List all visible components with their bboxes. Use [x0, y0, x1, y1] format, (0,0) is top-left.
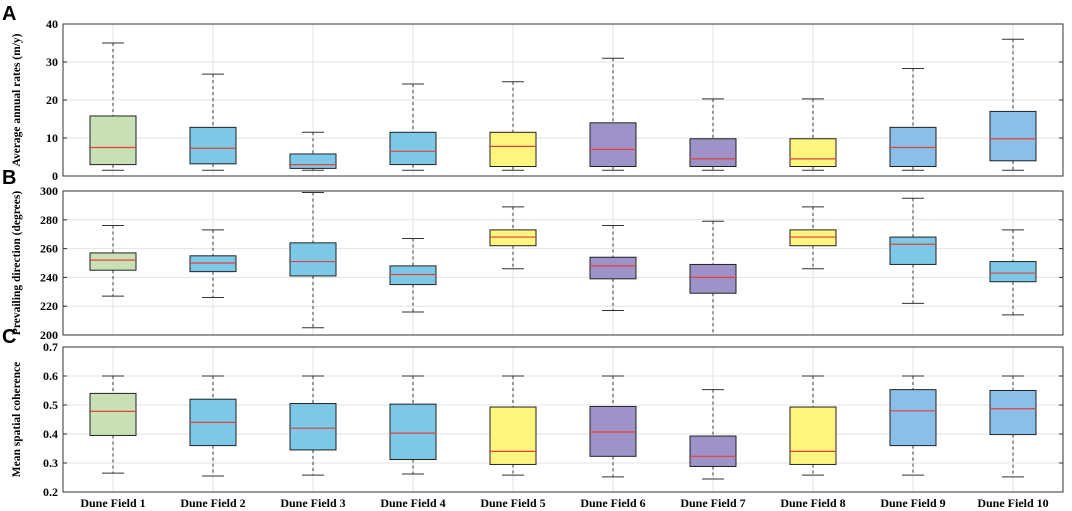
iqr-box	[989, 110, 1037, 162]
iqr-box	[289, 242, 337, 277]
box-4	[389, 238, 437, 313]
x-tick-label: Dune Field 3	[280, 496, 345, 510]
x-tick-label: Dune Field 10	[977, 496, 1048, 510]
box-4	[389, 375, 437, 475]
y-tick-label: 220	[40, 299, 58, 313]
panel-letter: A	[2, 3, 16, 25]
y-tick-label: 240	[40, 270, 58, 284]
box-4	[389, 83, 437, 171]
y-tick-label: 40	[46, 17, 58, 31]
panel-c: 0.2 0.3 0.4 0.5 0.6 0.7 Mean spatial coherence…	[2, 326, 1064, 510]
box-7	[689, 98, 737, 171]
box-9	[889, 197, 937, 304]
y-tick-label: 0.3	[43, 456, 58, 470]
box-3	[289, 375, 337, 476]
x-tick-label: Dune Field 7	[680, 496, 745, 510]
y-tick-label: 300	[40, 184, 58, 198]
x-tick-label: Dune Field 2	[180, 496, 245, 510]
box-10	[989, 229, 1037, 316]
x-tick-label: Dune Field 6	[580, 496, 645, 510]
box-2	[189, 73, 237, 171]
box-5	[489, 375, 537, 476]
y-tick-label: 0.7	[43, 340, 58, 354]
iqr-box	[489, 229, 537, 247]
box-10	[989, 38, 1037, 171]
y-axis-label: Average annual rates (m/y)	[11, 33, 23, 166]
iqr-box	[989, 261, 1037, 283]
box-3	[289, 191, 337, 329]
y-axis-label: Mean spatial coherence	[11, 362, 23, 477]
iqr-box	[289, 153, 337, 169]
panel-letter: C	[2, 326, 16, 348]
box-9	[889, 67, 937, 171]
iqr-box	[189, 126, 237, 165]
y-tick-label: 0	[52, 169, 58, 183]
box-8	[789, 375, 837, 476]
box-6	[589, 375, 637, 478]
iqr-box	[589, 256, 637, 280]
box-10	[989, 375, 1037, 478]
y-tick-label: 0.4	[43, 427, 58, 441]
box-5	[489, 81, 537, 171]
y-tick-label: 10	[46, 131, 58, 145]
iqr-box	[889, 236, 937, 265]
box-8	[789, 206, 837, 270]
iqr-box	[89, 252, 137, 271]
x-tick-label: Dune Field 1	[80, 496, 145, 510]
y-tick-label: 200	[40, 328, 58, 342]
plot-frame	[62, 346, 1064, 493]
box-7	[689, 389, 737, 480]
box-2	[189, 229, 237, 299]
y-tick-label: 30	[46, 55, 58, 69]
iqr-box	[689, 138, 737, 167]
iqr-box	[789, 138, 837, 167]
box-7	[689, 220, 737, 336]
y-tick-label: 0.2	[43, 485, 58, 499]
iqr-box	[689, 263, 737, 294]
iqr-box	[789, 229, 837, 247]
iqr-box	[89, 392, 137, 436]
x-tick-label: Dune Field 5	[480, 496, 545, 510]
x-tick-label: Dune Field 9	[880, 496, 945, 510]
iqr-box	[589, 122, 637, 168]
box-1	[89, 375, 137, 474]
iqr-box	[389, 131, 437, 166]
y-tick-label: 0.5	[43, 398, 58, 412]
panel-letter: B	[2, 167, 16, 189]
iqr-box	[89, 115, 137, 166]
iqr-box	[389, 265, 437, 286]
iqr-box	[889, 389, 937, 447]
box-1	[89, 42, 137, 171]
y-axis-label: Prevailing direction (degrees)	[11, 191, 23, 336]
box-6	[589, 225, 637, 312]
box-5	[489, 206, 537, 270]
box-9	[889, 375, 937, 476]
iqr-box	[389, 403, 437, 461]
box-1	[89, 225, 137, 297]
iqr-box	[489, 131, 537, 168]
iqr-box	[989, 390, 1037, 436]
y-tick-label: 0.6	[43, 369, 58, 383]
y-tick-label: 280	[40, 213, 58, 227]
iqr-box	[689, 435, 737, 467]
iqr-box	[489, 406, 537, 465]
y-tick-label: 20	[46, 93, 58, 107]
iqr-box	[289, 403, 337, 451]
box-6	[589, 57, 637, 171]
x-tick-label: Dune Field 8	[780, 496, 845, 510]
panel-a: 0 10 20 30 40 Average annual rates (m/y) A	[2, 3, 1064, 183]
x-tick-label: Dune Field 4	[380, 496, 445, 510]
iqr-box	[789, 406, 837, 465]
plot-frame	[62, 23, 1064, 177]
box-2	[189, 375, 237, 477]
box-8	[789, 98, 837, 171]
panel-b: 200 220 240 260 280 300 Prevailing direction (…	[2, 167, 1064, 342]
plot-frame	[62, 190, 1064, 336]
y-tick-label: 260	[40, 242, 58, 256]
iqr-box	[189, 255, 237, 273]
box-3	[289, 131, 337, 171]
